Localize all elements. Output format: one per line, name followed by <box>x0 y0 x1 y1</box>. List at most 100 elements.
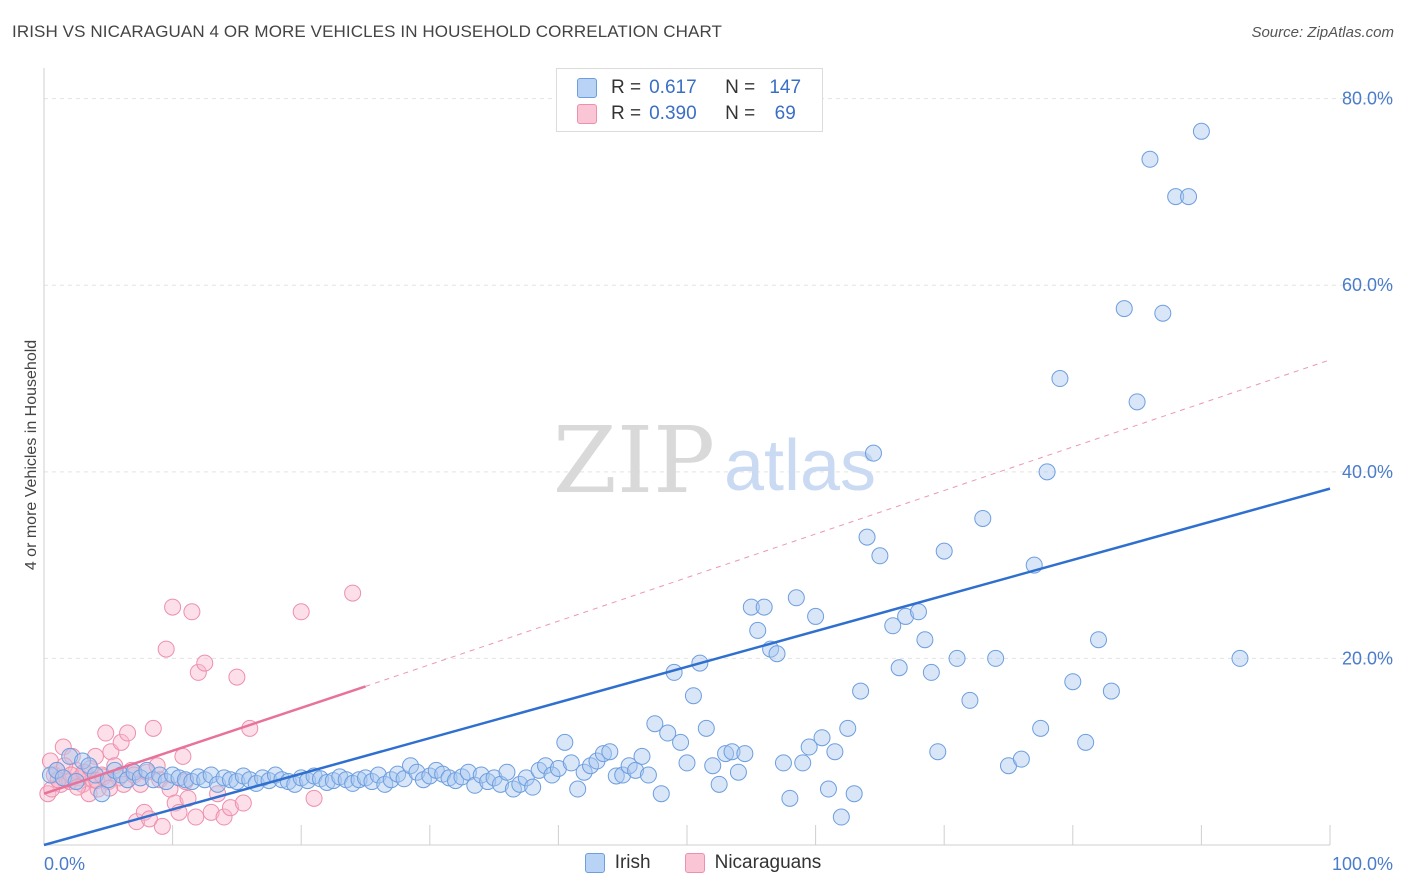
nicaraguans-point <box>196 654 214 672</box>
x-tick-label: 100.0% <box>1332 854 1393 874</box>
irish-point <box>916 631 934 649</box>
legend-n-label: N = <box>725 103 756 124</box>
legend-swatch-irish <box>577 78 597 98</box>
irish-point <box>215 769 233 787</box>
nicaraguans-point <box>144 719 162 737</box>
irish-point <box>170 769 188 787</box>
irish-point <box>607 767 625 785</box>
irish-point <box>749 621 767 639</box>
x-tick-label: 0.0% <box>44 854 85 874</box>
irish-point <box>929 743 947 761</box>
irish-point <box>807 607 825 625</box>
irish-point <box>61 747 79 765</box>
irish-point <box>633 747 651 765</box>
irish-point <box>614 766 632 784</box>
legend-r-value: 0.390 <box>649 103 697 124</box>
irish-point <box>537 757 555 775</box>
nicaraguans-point <box>215 808 233 826</box>
source-label: Source: ZipAtlas.com <box>1251 24 1394 41</box>
irish-point <box>1115 300 1133 318</box>
irish-point <box>562 754 580 772</box>
irish-point <box>575 763 593 781</box>
grid <box>44 98 1392 659</box>
series-legend-label: Irish <box>614 852 651 873</box>
series-legend-nicaraguans[interactable]: Nicaraguans <box>684 852 822 874</box>
y-tick-label: 60.0% <box>1342 275 1393 295</box>
irish-point <box>935 542 953 560</box>
irish-point <box>839 719 857 737</box>
irish-point <box>646 715 664 733</box>
watermark-zip: ZIP <box>553 407 715 514</box>
nicaraguans-points <box>39 584 362 835</box>
irish-point <box>678 754 696 772</box>
irish-point <box>54 769 72 787</box>
irish-point <box>864 444 882 462</box>
nicaraguans-point <box>153 817 171 835</box>
stats-legend: R = 0.617 N = 147 R = 0.390 N = 69 <box>556 68 823 132</box>
axes <box>43 68 1331 846</box>
irish-point <box>524 778 542 796</box>
nicaraguans-point <box>202 803 220 821</box>
irish-point <box>1051 370 1069 388</box>
irish-point <box>736 745 754 763</box>
irish-point <box>897 607 915 625</box>
irish-point <box>402 757 420 775</box>
irish-point <box>684 687 702 705</box>
irish-point <box>697 719 715 737</box>
irish-point <box>556 733 574 751</box>
irish-point <box>1012 750 1030 768</box>
irish-point <box>1231 649 1249 667</box>
irish-point <box>768 645 786 663</box>
irish-point <box>350 771 368 789</box>
irish-point <box>813 729 831 747</box>
legend-row-irish: R = 0.617 N = 147 <box>577 76 805 100</box>
irish-point <box>871 547 889 565</box>
irish-point <box>832 808 850 826</box>
legend-row-nicaraguans: R = 0.390 N = 69 <box>577 102 805 126</box>
irish-point <box>466 776 484 794</box>
nicaraguans-point <box>54 738 72 756</box>
irish-point <box>1077 733 1095 751</box>
irish-point <box>710 775 728 793</box>
legend-r-label: R = <box>611 77 642 98</box>
nicaraguans-point <box>187 808 205 826</box>
irish-point <box>1032 719 1050 737</box>
irish-point <box>549 760 567 777</box>
nicaraguans-point <box>174 747 192 765</box>
irish-point <box>601 743 619 761</box>
nicaraguans-point <box>292 603 310 621</box>
irish-point <box>202 766 220 784</box>
irish-point <box>800 738 818 756</box>
y-axis-label: 4 or more Vehicles in Household <box>23 340 40 570</box>
irish-point <box>639 766 657 784</box>
watermark-atlas: atlas <box>724 426 876 506</box>
irish-point <box>1192 122 1210 140</box>
irish-point <box>794 754 812 772</box>
irish-point <box>472 766 490 784</box>
legend-r-value: 0.617 <box>649 77 697 98</box>
irish-point <box>1128 393 1146 411</box>
series-legend-irish[interactable]: Irish <box>584 852 651 874</box>
irish-point <box>151 766 169 784</box>
series-legend-label: Nicaraguans <box>714 852 822 873</box>
nicaraguans-point <box>344 584 362 602</box>
nicaraguans-trend-extension <box>365 359 1331 687</box>
irish-point <box>742 598 760 616</box>
irish-point <box>659 724 677 742</box>
irish-point <box>922 663 940 681</box>
irish-point <box>221 771 239 789</box>
nicaraguans-point <box>119 724 137 742</box>
nicaraguans-trend-line <box>43 685 366 795</box>
irish-point <box>543 766 561 784</box>
legend-r-label: R = <box>611 103 642 124</box>
irish-point <box>369 766 387 784</box>
series-swatch-irish <box>584 853 605 873</box>
irish-point <box>858 528 876 546</box>
irish-point <box>826 743 844 761</box>
irish-point <box>717 745 735 763</box>
series-legend: Irish Nicaraguans <box>0 852 1406 874</box>
irish-point <box>498 763 516 781</box>
irish-point <box>569 780 587 798</box>
irish-point <box>652 785 670 803</box>
